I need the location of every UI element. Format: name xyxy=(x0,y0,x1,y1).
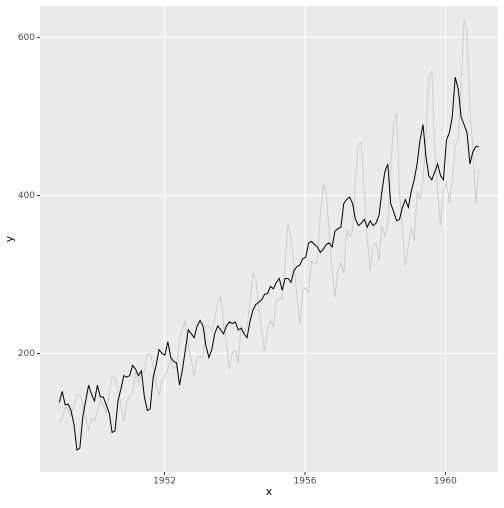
y-tick-label: 400 xyxy=(18,191,35,201)
y-axis-label: y xyxy=(3,235,16,242)
panel xyxy=(40,6,498,472)
x-axis-label: x xyxy=(266,485,273,498)
x-tick-label: 1960 xyxy=(434,477,457,487)
y-tick-label: 200 xyxy=(18,349,35,359)
x-tick-label: 1956 xyxy=(294,477,317,487)
series-line xyxy=(58,20,480,432)
series-line xyxy=(58,76,479,451)
x-tick-label: 1952 xyxy=(153,477,176,487)
y-tick-label: 600 xyxy=(18,33,35,43)
